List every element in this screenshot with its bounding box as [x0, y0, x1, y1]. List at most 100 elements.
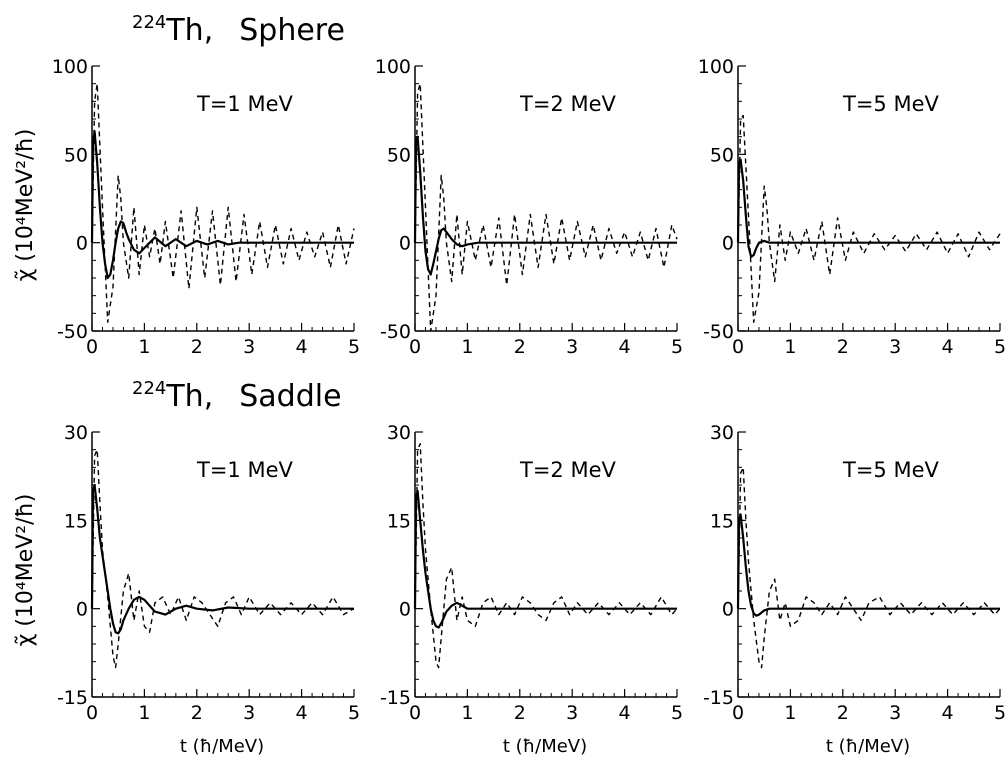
- x-tick-label: 2: [514, 702, 526, 724]
- element-saddle: Th,: [165, 379, 213, 414]
- x-tick-label: 4: [296, 336, 308, 358]
- x-tick-label: 2: [837, 336, 849, 358]
- temperature-label: T=2 MeV: [519, 458, 616, 482]
- temperature-label: T=5 MeV: [842, 92, 939, 116]
- x-tick-label: 3: [566, 702, 578, 724]
- shape-sphere: Sphere: [239, 13, 345, 48]
- y-tick-label: 50: [64, 144, 88, 166]
- y-tick-label: 30: [710, 422, 734, 444]
- x-tick-label: 0: [732, 336, 744, 358]
- y-tick-label: 15: [710, 510, 734, 532]
- solid-series-line: [736, 513, 1000, 617]
- dashed-series-line: [414, 443, 678, 669]
- x-axis-label-1: t (ħ/MeV): [180, 736, 264, 757]
- row-title-saddle: 224Th, Saddle: [132, 378, 342, 414]
- y-axis-units-top: (10⁴MeV²/ħ): [13, 129, 38, 262]
- solid-series-line: [413, 489, 677, 629]
- x-tick-label: 1: [461, 702, 473, 724]
- x-tick-label: 1: [784, 336, 796, 358]
- solid-series-line: [90, 483, 354, 635]
- dashed-series-line: [91, 83, 355, 323]
- svg-text:χ̃ (10⁴MeV²/ħ): χ̃ (10⁴MeV²/ħ): [13, 129, 38, 282]
- y-tick-label: -50: [703, 321, 734, 343]
- x-tick-label: 4: [296, 702, 308, 724]
- y-tick-label: 50: [710, 144, 734, 166]
- x-tick-label: 5: [348, 336, 360, 358]
- isotope-mass-sphere: 224: [132, 12, 166, 33]
- x-tick-label: 3: [243, 702, 255, 724]
- solid-series-line: [736, 158, 1000, 258]
- y-tick-label: 50: [387, 144, 411, 166]
- solid-series-line: [413, 135, 677, 276]
- y-axis-label-top: χ̃ (10⁴MeV²/ħ): [13, 129, 38, 282]
- x-tick-label: 3: [566, 336, 578, 358]
- dashed-series-line: [91, 449, 355, 669]
- y-tick-label: 15: [64, 510, 88, 532]
- y-tick-label: 0: [399, 599, 411, 621]
- y-tick-label: -50: [57, 321, 88, 343]
- y-tick-label: 0: [399, 233, 411, 255]
- x-tick-label: 5: [671, 336, 683, 358]
- x-tick-label: 3: [243, 336, 255, 358]
- y-tick-label: 0: [76, 599, 88, 621]
- y-tick-label: 0: [722, 233, 734, 255]
- x-tick-label: 0: [409, 336, 421, 358]
- y-tick-label: 100: [375, 56, 411, 78]
- x-tick-label: 1: [138, 702, 150, 724]
- dashed-series-line: [737, 114, 1001, 323]
- y-tick-label: 15: [387, 510, 411, 532]
- temperature-label: T=2 MeV: [519, 92, 616, 116]
- y-axis-symbol-top: χ̃: [13, 268, 38, 281]
- temperature-label: T=1 MeV: [196, 458, 293, 482]
- element-sphere: Th,: [165, 13, 213, 48]
- y-tick-label: -50: [380, 321, 411, 343]
- x-tick-label: 0: [732, 702, 744, 724]
- x-tick-label: 5: [994, 336, 1006, 358]
- dashed-series-line: [414, 83, 678, 332]
- x-tick-label: 0: [86, 336, 98, 358]
- x-tick-label: 1: [784, 702, 796, 724]
- x-tick-label: 1: [138, 336, 150, 358]
- y-tick-label: 30: [64, 422, 88, 444]
- x-tick-label: 4: [942, 702, 954, 724]
- y-tick-label: -15: [57, 687, 88, 709]
- y-axis-label-bottom: χ̃ (10⁴MeV²/ħ): [13, 494, 38, 647]
- x-tick-label: 2: [514, 336, 526, 358]
- temperature-label: T=1 MeV: [196, 92, 293, 116]
- x-tick-label: 4: [619, 336, 631, 358]
- y-tick-label: 0: [722, 599, 734, 621]
- y-tick-label: 30: [387, 422, 411, 444]
- x-tick-label: 5: [348, 702, 360, 724]
- dashed-series-line: [737, 466, 1001, 669]
- x-tick-label: 4: [619, 702, 631, 724]
- y-axis-units-bottom: (10⁴MeV²/ħ): [13, 494, 38, 627]
- x-tick-label: 2: [837, 702, 849, 724]
- isotope-mass-saddle: 224: [132, 378, 166, 399]
- x-tick-label: 0: [409, 702, 421, 724]
- y-tick-label: 100: [52, 56, 88, 78]
- x-tick-label: 4: [942, 336, 954, 358]
- x-tick-label: 2: [191, 336, 203, 358]
- temperature-label: T=5 MeV: [842, 458, 939, 482]
- shape-saddle: Saddle: [239, 379, 341, 414]
- y-tick-label: 0: [76, 233, 88, 255]
- x-tick-label: 3: [889, 336, 901, 358]
- y-tick-label: -15: [703, 687, 734, 709]
- x-axis-label-2: t (ħ/MeV): [503, 736, 587, 757]
- x-tick-label: 2: [191, 702, 203, 724]
- row-title-sphere: 224Th, Sphere: [132, 12, 345, 48]
- x-tick-label: 1: [461, 336, 473, 358]
- x-tick-label: 3: [889, 702, 901, 724]
- y-tick-label: -15: [380, 687, 411, 709]
- svg-text:χ̃ (10⁴MeV²/ħ): χ̃ (10⁴MeV²/ħ): [13, 494, 38, 647]
- x-tick-label: 5: [671, 702, 683, 724]
- x-tick-label: 0: [86, 702, 98, 724]
